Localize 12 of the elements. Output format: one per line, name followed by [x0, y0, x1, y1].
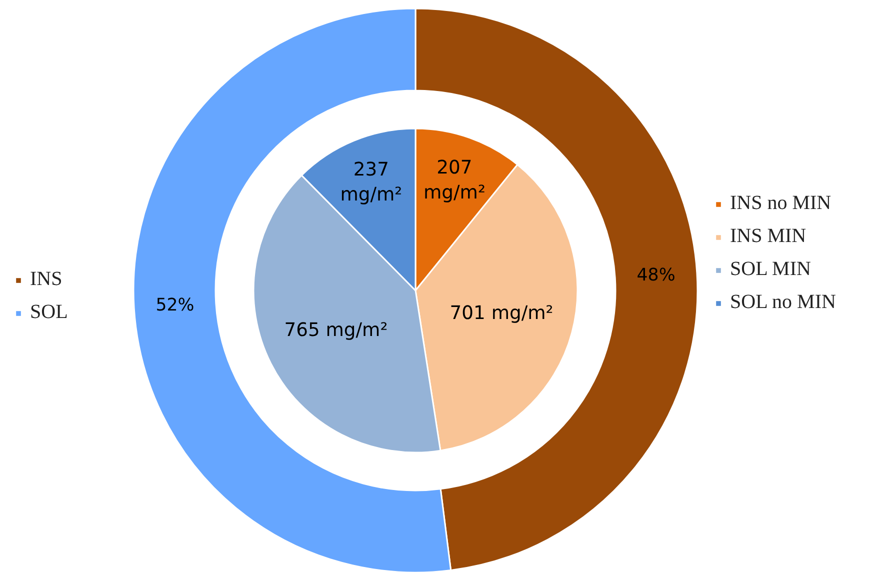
legend-label: INS no MIN — [730, 192, 832, 215]
data-label: 765 mg/m² — [284, 320, 388, 342]
data-label: 52% — [156, 296, 194, 316]
legend-label: SOL — [30, 301, 68, 324]
data-label: 48% — [636, 265, 676, 286]
data-label: 237 mg/m² — [340, 160, 402, 206]
legend-label: SOL MIN — [730, 258, 811, 281]
legend-label: SOL no MIN — [730, 291, 836, 314]
data-label: 207 mg/m² — [423, 157, 486, 204]
legend-label: INS MIN — [730, 225, 806, 248]
legend-label: INS — [30, 268, 62, 291]
data-label: 701 mg/m² — [450, 303, 554, 324]
